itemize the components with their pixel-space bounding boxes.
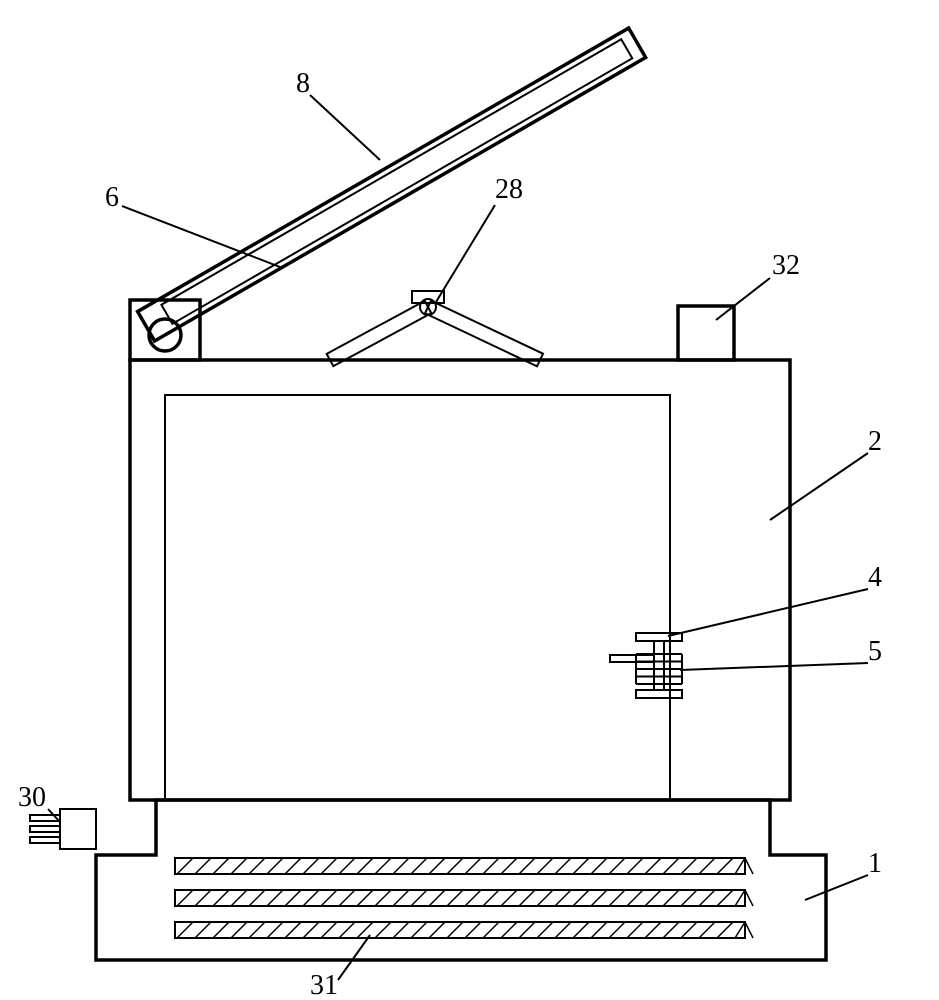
label-6: 6 [105, 182, 119, 213]
label-1: 1 [868, 848, 882, 879]
label-31: 31 [310, 970, 338, 1000]
label-32: 32 [772, 250, 800, 281]
strut [327, 291, 543, 366]
label-8: 8 [296, 68, 310, 99]
latch [610, 633, 682, 698]
base-slot [175, 858, 753, 874]
labels: 8 6 28 32 2 4 5 1 30 31 [18, 68, 882, 1000]
top-box [678, 306, 734, 360]
left-plug [30, 809, 96, 849]
base-slot [175, 890, 753, 906]
label-5: 5 [868, 636, 882, 667]
label-4: 4 [868, 562, 882, 593]
cabinet [130, 360, 790, 800]
base-slot [175, 922, 753, 938]
lid [138, 28, 646, 341]
label-2: 2 [868, 426, 882, 457]
label-30: 30 [18, 782, 46, 813]
label-28: 28 [495, 174, 523, 205]
base [96, 800, 826, 960]
